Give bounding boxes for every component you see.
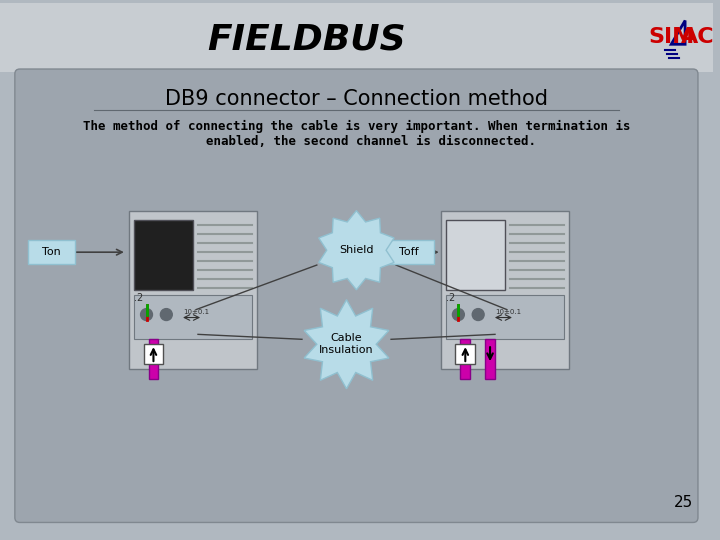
Text: SIM: SIM xyxy=(649,28,695,48)
FancyBboxPatch shape xyxy=(456,345,475,364)
FancyBboxPatch shape xyxy=(384,240,433,264)
Text: FIELDBUS: FIELDBUS xyxy=(207,22,406,56)
Text: .2: .2 xyxy=(446,293,455,303)
Polygon shape xyxy=(485,339,495,379)
Text: DB9 connector – Connection method: DB9 connector – Connection method xyxy=(165,89,548,109)
FancyBboxPatch shape xyxy=(134,295,253,339)
FancyBboxPatch shape xyxy=(441,211,570,369)
Text: 25: 25 xyxy=(674,495,693,510)
Text: Shield: Shield xyxy=(339,245,374,255)
Polygon shape xyxy=(304,300,389,389)
FancyBboxPatch shape xyxy=(446,295,564,339)
Circle shape xyxy=(472,309,484,321)
Text: enabled, the second channel is disconnected.: enabled, the second channel is disconnec… xyxy=(176,135,536,148)
Text: AC: AC xyxy=(681,28,715,48)
Text: Toff: Toff xyxy=(399,247,419,257)
FancyBboxPatch shape xyxy=(446,220,505,290)
FancyBboxPatch shape xyxy=(15,69,698,523)
Text: The method of connecting the cable is very important. When termination is: The method of connecting the cable is ve… xyxy=(83,120,630,133)
Text: .2: .2 xyxy=(134,293,143,303)
FancyBboxPatch shape xyxy=(28,240,76,264)
FancyBboxPatch shape xyxy=(134,220,193,290)
Circle shape xyxy=(161,309,172,321)
Circle shape xyxy=(140,309,153,321)
FancyBboxPatch shape xyxy=(129,211,258,369)
FancyBboxPatch shape xyxy=(0,3,713,72)
Text: Ton: Ton xyxy=(42,247,61,257)
Text: Cable
Insulation: Cable Insulation xyxy=(319,334,374,355)
Polygon shape xyxy=(148,339,158,379)
Text: 10±0.1: 10±0.1 xyxy=(495,308,521,315)
FancyBboxPatch shape xyxy=(143,345,163,364)
Polygon shape xyxy=(319,211,394,290)
Circle shape xyxy=(452,309,464,321)
Text: 10±0.1: 10±0.1 xyxy=(183,308,210,315)
Polygon shape xyxy=(460,339,470,379)
